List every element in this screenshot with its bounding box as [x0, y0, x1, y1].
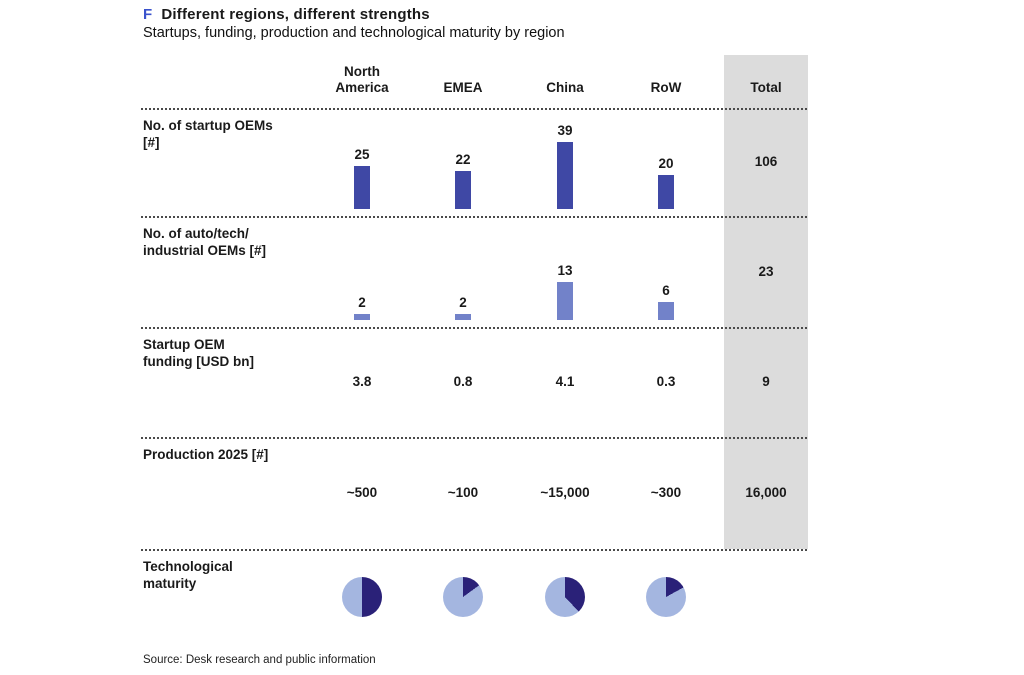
bar-segment [455, 171, 471, 209]
column-header-emea: EMEA [443, 80, 483, 95]
column-header-row: RoW [650, 80, 682, 95]
row-separator-line [141, 327, 807, 329]
bar-segment [354, 166, 370, 209]
figure-subtitle: Startups, funding, production and techno… [143, 25, 565, 41]
column-header-north-america: North America [335, 64, 389, 95]
source-note: Source: Desk research and public informa… [143, 654, 376, 666]
cell-value: 3.8 [352, 374, 372, 389]
cell-value: ~100 [447, 485, 479, 500]
pie-chart-maturity [545, 577, 585, 617]
cell-value: 0.3 [656, 374, 676, 389]
bar-value-label: 6 [662, 283, 670, 298]
total-value: 9 [762, 374, 770, 389]
cell-value: 4.1 [555, 374, 575, 389]
bar-value-label: 2 [459, 295, 467, 310]
row-label: Technological maturity [143, 559, 233, 591]
total-value: 106 [754, 154, 778, 169]
row-separator-line [141, 108, 807, 110]
row-separator-line [141, 216, 807, 218]
bar-value-label: 2 [358, 295, 366, 310]
bar-segment [354, 314, 370, 320]
figure-title: Different regions, different strengths [161, 6, 430, 23]
figure-marker: F [143, 6, 153, 23]
bar-value-label: 20 [658, 156, 674, 171]
bar-value-label: 25 [354, 147, 370, 162]
row-label: No. of auto/tech/ industrial OEMs [#] [143, 226, 267, 258]
cell-value: ~500 [346, 485, 378, 500]
pie-chart-maturity [342, 577, 382, 617]
bar-value-label: 13 [557, 263, 573, 278]
cell-value: ~300 [650, 485, 682, 500]
row-separator-line [141, 437, 807, 439]
cell-value: 0.8 [453, 374, 473, 389]
bar-segment [658, 175, 674, 209]
bar-segment [557, 142, 573, 209]
bar-segment [455, 314, 471, 320]
column-header-total: Total [750, 80, 782, 95]
total-column-band [724, 55, 808, 549]
pie-chart-maturity [646, 577, 686, 617]
bar-segment [557, 282, 573, 320]
bar-segment [658, 302, 674, 320]
total-value: 16,000 [745, 485, 787, 500]
figure-title-row: F Different regions, different strengths [143, 6, 430, 23]
row-separator-line [141, 549, 807, 551]
pie-chart-maturity [443, 577, 483, 617]
bar-value-label: 22 [455, 152, 471, 167]
total-value: 23 [758, 263, 774, 279]
row-label: No. of startup OEMs [#] [143, 118, 273, 150]
row-label: Startup OEM funding [USD bn] [143, 337, 254, 369]
cell-value: ~15,000 [540, 485, 590, 500]
row-label: Production 2025 [#] [143, 447, 269, 462]
bar-value-label: 39 [557, 123, 573, 138]
column-header-china: China [546, 80, 584, 95]
